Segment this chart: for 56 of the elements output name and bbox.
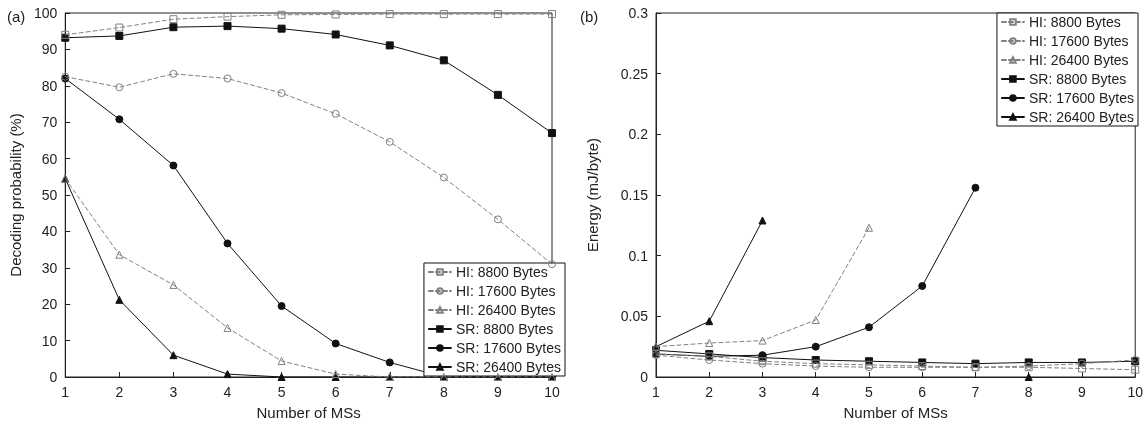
x-tick-label: 7 [971,384,980,400]
x-tick-label: 1 [61,384,70,400]
y-tick-label: 10 [41,332,58,349]
x-tick-label: 10 [544,384,560,400]
legend-label: SR: 8800 Bytes [455,321,554,337]
y-tick-label: 30 [41,259,58,276]
x-tick-label: 7 [385,384,394,400]
chart-title: (b) [580,8,599,25]
legend-label: SR: 26400 Bytes [1028,109,1134,125]
legend-label: HI: 17600 Bytes [455,283,556,299]
y-tick-label: 0.2 [628,126,649,143]
legend-label: SR: 17600 Bytes [1028,90,1134,106]
y-tick-label: 0.3 [628,5,649,21]
legend-label: HI: 26400 Bytes [455,302,556,318]
x-tick-label: 9 [494,384,503,400]
y-tick-label: 40 [41,223,58,240]
x-tick-label: 10 [1127,384,1144,400]
x-tick-label: 3 [169,384,178,400]
x-axis-title: Number of MSs [843,404,948,421]
x-tick-label: 9 [1078,384,1087,400]
y-tick-label: 20 [41,296,58,313]
y-tick-label: 0 [49,369,58,385]
legend-label: HI: 17600 Bytes [1028,33,1129,49]
legend-label: SR: 8800 Bytes [1028,71,1127,87]
x-tick-label: 8 [1024,384,1033,400]
y-tick-label: 0 [640,369,649,385]
x-tick-label: 4 [223,384,232,400]
x-tick-label: 8 [439,384,448,400]
y-tick-label: 60 [41,150,58,167]
y-tick-label: 100 [33,5,58,21]
x-tick-label: 6 [918,384,927,400]
x-tick-label: 1 [652,384,661,400]
y-tick-label: 0.1 [628,247,649,264]
legend-label: HI: 26400 Bytes [1028,52,1129,68]
legend-label: SR: 26400 Bytes [455,359,561,375]
y-tick-label: 0.15 [620,187,649,203]
x-tick-label: 6 [331,384,340,400]
y-tick-label: 70 [41,114,58,131]
legend-label: HI: 8800 Bytes [455,264,548,280]
y-axis-title: Energy (mJ/byte) [584,137,601,253]
legend-label: SR: 17600 Bytes [455,340,561,356]
x-tick-label: 4 [811,384,820,400]
y-tick-label: 0.05 [620,308,649,325]
y-axis-title: Decoding probability (%) [7,113,24,277]
x-axis-title: Number of MSs [256,404,361,421]
chart-title: (a) [7,8,26,25]
x-tick-label: 5 [865,384,874,400]
x-tick-label: 2 [115,384,124,400]
x-tick-label: 5 [277,384,286,400]
y-tick-label: 0.25 [620,65,649,82]
y-tick-label: 90 [41,41,58,58]
x-tick-label: 3 [758,384,767,400]
y-tick-label: 50 [41,187,58,203]
y-tick-label: 80 [41,77,58,94]
x-tick-label: 2 [705,384,714,400]
legend-label: HI: 8800 Bytes [1028,14,1121,30]
